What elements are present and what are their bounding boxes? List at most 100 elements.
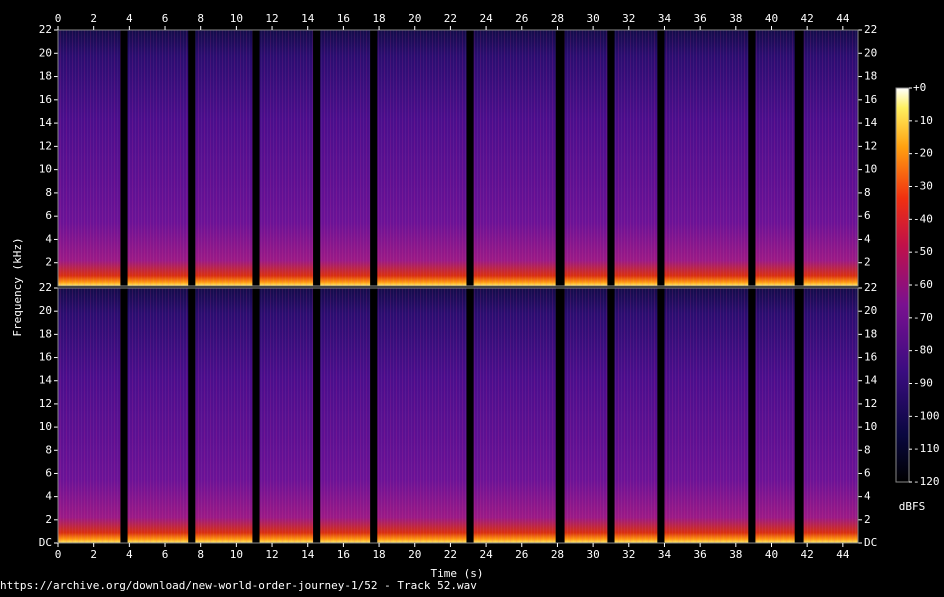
y-tick-label: 2: [45, 513, 52, 526]
x-tick-label: 32: [622, 12, 635, 25]
y-tick-label: 14: [39, 116, 53, 129]
silent-interval: [748, 30, 756, 286]
colorbar-tick-label: -60: [913, 278, 933, 291]
y-tick-label: 6: [45, 466, 52, 479]
silent-interval: [607, 30, 615, 286]
colorbar-tick-label: -50: [913, 245, 933, 258]
x-tick-label: 0: [55, 12, 62, 25]
x-tick-label: 18: [372, 548, 385, 561]
x-tick-label: 12: [265, 548, 278, 561]
x-tick-label: 26: [515, 12, 528, 25]
colorbar-tick-label: -80: [913, 344, 933, 357]
colorbar-tick-label: -10: [913, 114, 933, 127]
silent-interval: [313, 30, 321, 286]
x-tick-label: 42: [801, 548, 814, 561]
y-tick-label: 18: [39, 327, 52, 340]
x-tick-label: 8: [197, 548, 204, 561]
y-tick-label: 22: [864, 281, 877, 294]
x-tick-label: 40: [765, 548, 778, 561]
x-tick-label: 28: [551, 12, 564, 25]
silent-interval: [466, 288, 474, 543]
y-tick-label: 2: [864, 513, 871, 526]
y-tick-label: 12: [864, 139, 877, 152]
silent-interval: [466, 30, 474, 286]
x-tick-label: 34: [658, 12, 672, 25]
x-tick-label: 36: [694, 12, 707, 25]
y-tick-label: 14: [39, 374, 53, 387]
x-tick-label: 44: [836, 548, 850, 561]
y-tick-label: 20: [39, 304, 52, 317]
y-tick-label: 8: [864, 443, 871, 456]
y-tick-label: 4: [45, 232, 52, 245]
x-tick-label: 2: [90, 548, 97, 561]
x-tick-label: 12: [265, 12, 278, 25]
x-tick-label: 10: [230, 548, 243, 561]
y-tick-label: 20: [864, 304, 877, 317]
x-axis-label: Time (s): [431, 567, 484, 580]
x-tick-label: 6: [162, 12, 169, 25]
y-tick-label: 12: [864, 397, 877, 410]
x-tick-label: 14: [301, 548, 315, 561]
y-tick-label: 10: [39, 420, 52, 433]
y-axis-label: Frequency (kHz): [11, 237, 24, 336]
y-tick-label: 2: [864, 256, 871, 269]
y-tick-label: DC: [864, 536, 877, 549]
spectrogram-texture: [58, 30, 858, 286]
x-tick-label: 14: [301, 12, 315, 25]
y-tick-label: 12: [39, 139, 52, 152]
colorbar-tick-label: -40: [913, 212, 933, 225]
x-tick-label: 16: [337, 548, 350, 561]
x-tick-label: 20: [408, 548, 421, 561]
silent-interval: [313, 288, 321, 543]
x-tick-label: 28: [551, 548, 564, 561]
colorbar-label: dBFS: [899, 500, 926, 513]
x-tick-label: 18: [372, 12, 385, 25]
y-tick-label: 2: [45, 256, 52, 269]
silent-interval: [794, 288, 804, 543]
y-tick-label: 10: [864, 420, 877, 433]
silent-interval: [794, 30, 804, 286]
y-tick-label: 8: [864, 186, 871, 199]
silent-interval: [370, 288, 378, 543]
panel-frame: [57, 287, 859, 544]
y-tick-label: 22: [39, 281, 52, 294]
silent-interval: [370, 30, 378, 286]
x-tick-label: 36: [694, 548, 707, 561]
silent-interval: [120, 30, 128, 286]
y-tick-label: 4: [864, 490, 871, 503]
x-tick-label: 4: [126, 548, 133, 561]
y-tick-label: 16: [39, 351, 52, 364]
y-tick-label: 20: [39, 46, 52, 59]
y-tick-label: 10: [39, 163, 52, 176]
x-tick-label: 34: [658, 548, 672, 561]
x-tick-label: 2: [90, 12, 97, 25]
colorbar-tick-label: -30: [913, 180, 933, 193]
colorbar-tick-label: -120: [913, 475, 940, 488]
y-tick-label: 22: [39, 23, 52, 36]
y-tick-label: 16: [864, 351, 877, 364]
colorbar-tick-label: -100: [913, 409, 940, 422]
silent-interval: [555, 30, 565, 286]
footer: https://archive.org/download/new-world-o…: [0, 579, 477, 592]
panel-frame: [57, 29, 859, 287]
y-tick-label: DC: [39, 536, 52, 549]
y-tick-label: 4: [864, 232, 871, 245]
x-tick-label: 8: [197, 12, 204, 25]
x-tick-label: 30: [586, 548, 599, 561]
colorbar: [895, 87, 910, 483]
x-tick-label: 24: [479, 12, 493, 25]
x-tick-label: 30: [586, 12, 599, 25]
x-tick-label: 42: [801, 12, 814, 25]
silent-interval: [607, 288, 615, 543]
x-tick-label: 38: [729, 548, 742, 561]
y-tick-label: 6: [45, 209, 52, 222]
y-tick-label: 6: [864, 209, 871, 222]
silent-interval: [555, 288, 565, 543]
silent-interval: [252, 30, 260, 286]
x-tick-label: 40: [765, 12, 778, 25]
silent-interval: [252, 288, 260, 543]
y-tick-label: 16: [864, 93, 877, 106]
colorbar-tick-label: -20: [913, 147, 933, 160]
